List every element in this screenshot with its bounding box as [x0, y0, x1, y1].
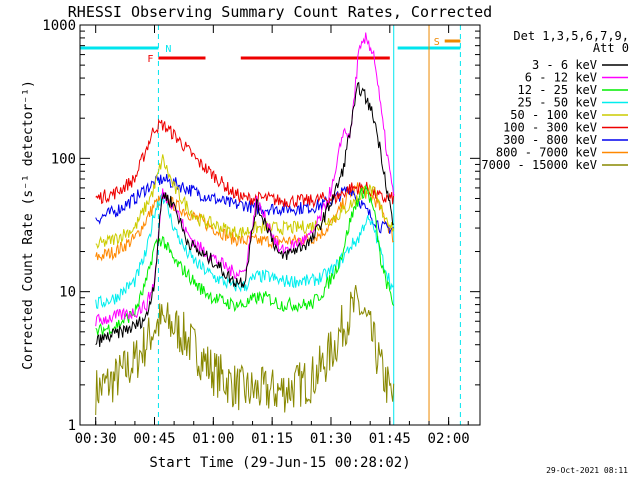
series-line [95, 285, 395, 416]
series-line [95, 32, 395, 327]
x-axis-label: Start Time (29-Jun-15 00:28:02) [149, 455, 410, 471]
x-tick-label: 01:30 [310, 431, 352, 447]
status-vlines [157, 25, 461, 425]
legend-label: 6 - 12 keV [525, 71, 597, 85]
flag-label-N: N [165, 44, 171, 55]
legend-label: 7000 - 15000 keV [481, 158, 597, 172]
x-tick-label: 01:45 [369, 431, 411, 447]
series-line [95, 118, 395, 209]
flag-label-F: F [147, 54, 153, 65]
series-line [95, 184, 395, 337]
x-tick-label: 00:30 [75, 431, 117, 447]
series-line [95, 154, 395, 249]
legend-label: 12 - 25 keV [518, 83, 597, 97]
y-axis-label: Corrected Count Rate (s⁻¹ detector⁻¹) [21, 80, 36, 370]
flag-label-S: S [434, 37, 440, 48]
x-tick-label: 01:00 [192, 431, 234, 447]
series-layer [95, 32, 395, 416]
x-tick-label: 01:15 [251, 431, 293, 447]
legend-header-attenuator: Att 0 [593, 41, 629, 55]
y-tick-label: 10 [59, 285, 76, 301]
plot-frame [79, 24, 481, 426]
series-line [95, 182, 394, 262]
series-line [95, 81, 394, 347]
chart-title: RHESSI Observing Summary Count Rates, Co… [68, 3, 492, 21]
x-tick-label: 02:00 [428, 431, 470, 447]
footer-timestamp: 29-Oct-2021 08:11 [546, 466, 628, 475]
legend-label: 100 - 300 keV [503, 121, 597, 135]
y-tick-label: 100 [51, 151, 76, 167]
legend-label: 3 - 6 keV [532, 58, 597, 72]
series-line [95, 193, 395, 309]
legend-header-detectors: Det 1,3,5,6,7,9, [513, 29, 629, 43]
axes: 00:30 00:45 01:00 01:15 01:30 01:45 02:00 1 10 10… [42, 18, 480, 447]
legend-label: 300 - 800 keV [503, 133, 597, 147]
y-tick-label: 1 [68, 418, 76, 434]
y-tick-label: 1000 [42, 18, 76, 34]
legend-label: 25 - 50 keV [518, 96, 597, 110]
series-line [95, 174, 394, 234]
legend-label: 50 - 100 keV [510, 108, 597, 122]
x-tick-label: 00:45 [133, 431, 175, 447]
legend-label: 800 - 7000 keV [496, 146, 597, 160]
